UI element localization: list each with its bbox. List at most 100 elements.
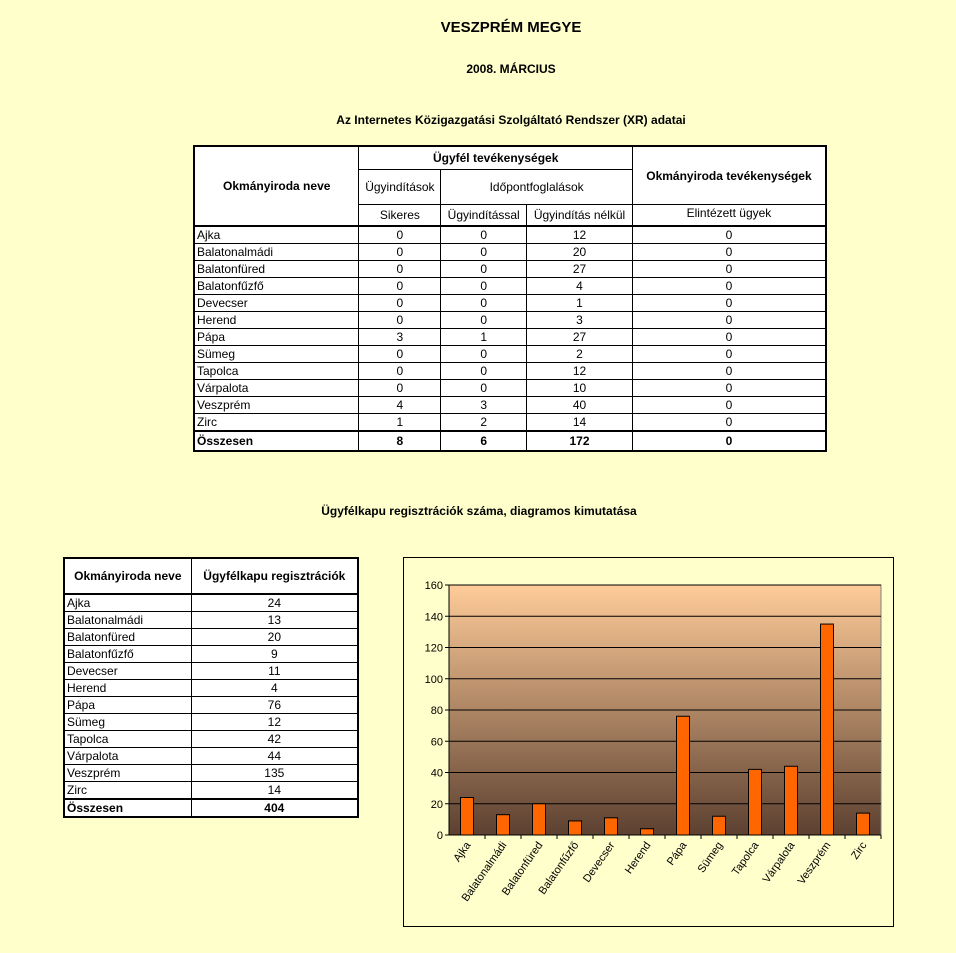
reg-cell-value: 13: [190, 611, 359, 629]
reg-cell-value: 12: [190, 713, 359, 731]
reg-row: Veszprém 135: [63, 764, 359, 782]
reg-cell-value: 9: [190, 645, 359, 663]
page-title: VESZPRÉM MEGYE: [440, 19, 582, 36]
xr-row: Sümeg 0 0 2 0: [193, 345, 827, 363]
reg-cell-value: 14: [190, 781, 359, 799]
reg-cell-name: Herend: [63, 679, 192, 697]
reg-cell-value: 42: [190, 730, 359, 748]
xr-cell-sikeres: 0: [358, 243, 442, 261]
xr-cell-nelkul: 27: [526, 328, 633, 346]
reg-total-label: Összesen: [63, 798, 192, 817]
xr-cell-elintezett: 0: [631, 379, 827, 397]
reg-row: Zirc 14: [63, 781, 359, 799]
xr-total-ugyinditassal: 6: [440, 430, 528, 451]
xr-cell-ugyinditassal: 1: [440, 328, 528, 346]
xr-cell-name: Veszprém: [193, 396, 360, 414]
xr-row: Zirc 1 2 14 0: [193, 413, 827, 431]
xr-cell-nelkul: 2: [526, 345, 633, 363]
x-tick-label: Devecser: [581, 840, 618, 885]
xr-cell-nelkul: 20: [526, 243, 633, 261]
xr-cell-name: Balatonfüred: [193, 260, 360, 278]
xr-cell-ugyinditassal: 0: [440, 345, 528, 363]
xr-cell-nelkul: 4: [526, 277, 633, 295]
xr-group-office: Okmányiroda tevékenységek: [631, 145, 827, 205]
reg-table: Okmányiroda neve Ügyfélkapu regisztráció…: [63, 557, 359, 818]
xr-cell-name: Pápa: [193, 328, 360, 346]
bar-2: [496, 814, 510, 836]
xr-cell-elintezett: 0: [631, 225, 827, 244]
y-tick-label: 40: [431, 768, 443, 780]
reg-row: Devecser 11: [63, 662, 359, 680]
xr-cell-name: Várpalota: [193, 379, 360, 397]
x-tick-label: Ajka: [451, 839, 474, 864]
xr-cell-sikeres: 0: [358, 260, 442, 278]
xr-cell-nelkul: 27: [526, 260, 633, 278]
reg-cell-value: 76: [190, 696, 359, 714]
xr-cell-ugyinditassal: 0: [440, 311, 528, 329]
reg-row: Balatonfűzfő 9: [63, 645, 359, 663]
xr-row: Ajka 0 0 12 0: [193, 225, 827, 244]
xr-cell-name: Zirc: [193, 413, 360, 431]
xr-cell-nelkul: 10: [526, 379, 633, 397]
reg-cell-name: Balatonfűzfő: [63, 645, 192, 663]
reg-cell-name: Balatonalmádi: [63, 611, 192, 629]
reg-cell-value: 24: [190, 593, 359, 612]
xr-cell-elintezett: 0: [631, 345, 827, 363]
reg-cell-name: Zirc: [63, 781, 192, 799]
xr-cell-nelkul: 3: [526, 311, 633, 329]
xr-row: Devecser 0 0 1 0: [193, 294, 827, 312]
reg-row: Ajka 24: [63, 593, 359, 612]
reg-cell-value: 4: [190, 679, 359, 697]
chart-svg: 020406080100120140160AjkaBalatonalmádiBa…: [425, 580, 882, 904]
y-tick-label: 20: [431, 799, 443, 811]
reg-cell-name: Devecser: [63, 662, 192, 680]
reg-row: Herend 4: [63, 679, 359, 697]
registration-chart: 0 20 40 60 80 100 120 140 160 Ajka Balatonalmádi Ba…: [403, 557, 894, 927]
xr-row: Herend 0 0 3 0: [193, 311, 827, 329]
x-tick-label: Sümeg: [696, 840, 726, 875]
xr-row: Várpalota 0 0 10 0: [193, 379, 827, 397]
x-tick-label: Herend: [623, 840, 654, 876]
xr-total-elintezett: 0: [631, 430, 827, 451]
bar-8: [712, 815, 726, 836]
xr-row: Veszprém 4 3 40 0: [193, 396, 827, 414]
xr-cell-sikeres: 0: [358, 311, 442, 329]
xr-cell-elintezett: 0: [631, 277, 827, 295]
xr-sub-appointments: Időpontfoglalások: [440, 169, 633, 205]
reg-row: Balatonfüred 20: [63, 628, 359, 646]
xr-row: Pápa 3 1 27 0: [193, 328, 827, 346]
xr-sub-initiations: Ügyindítások: [358, 169, 442, 205]
bar-4: [568, 820, 582, 836]
xr-cell-name: Tapolca: [193, 362, 360, 380]
xr-cell-elintezett: 0: [631, 243, 827, 261]
xr-col-completed: Elintézett ügyek: [631, 204, 827, 226]
reg-col-office: Okmányiroda neve: [63, 557, 192, 594]
xr-cell-elintezett: 0: [631, 328, 827, 346]
xr-cell-nelkul: 12: [526, 225, 633, 244]
x-tick-label: Tapolca: [730, 839, 762, 878]
xr-cell-elintezett: 0: [631, 362, 827, 380]
reg-total-value: 404: [190, 798, 359, 817]
xr-cell-sikeres: 0: [358, 277, 442, 295]
y-tick-label: 80: [431, 705, 443, 717]
xr-heading: Az Internetes Közigazgatási Szolgáltató …: [336, 113, 686, 127]
xr-col-without-init: Ügyindítás nélkül: [526, 204, 633, 226]
bar-3: [532, 803, 546, 836]
xr-cell-name: Herend: [193, 311, 360, 329]
xr-cell-sikeres: 0: [358, 225, 442, 244]
xr-total-sikeres: 8: [358, 430, 442, 451]
reg-row: Balatonalmádi 13: [63, 611, 359, 629]
x-tick-label: Pápa: [665, 839, 690, 868]
xr-total-label: Összesen: [193, 430, 360, 451]
bar-10: [784, 765, 798, 836]
xr-cell-name: Balatonfűzfő: [193, 277, 360, 295]
y-tick-label: 100: [425, 674, 443, 686]
xr-cell-elintezett: 0: [631, 260, 827, 278]
reg-cell-name: Sümeg: [63, 713, 192, 731]
reg-cell-name: Pápa: [63, 696, 192, 714]
reg-cell-value: 135: [190, 764, 359, 782]
reg-row: Sümeg 12: [63, 713, 359, 731]
xr-cell-nelkul: 1: [526, 294, 633, 312]
bar-1: [460, 797, 474, 836]
xr-row: Balatonfűzfő 0 0 4 0: [193, 277, 827, 295]
